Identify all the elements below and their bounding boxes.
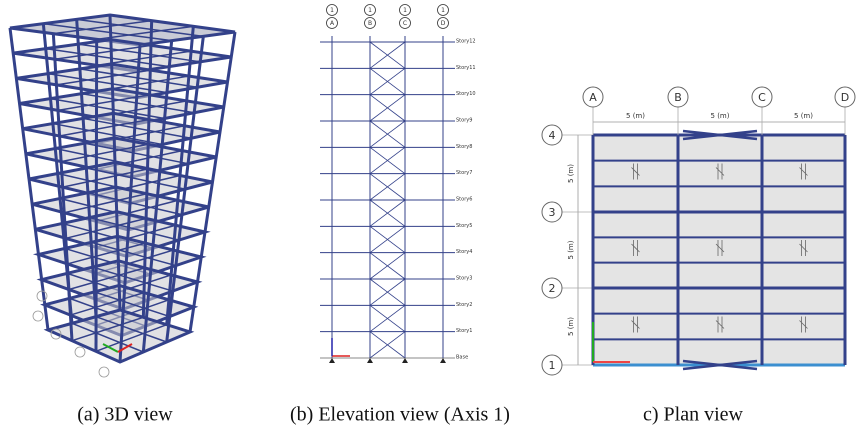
caption: c) Plan view	[643, 404, 744, 426]
column-label: D	[841, 91, 849, 104]
support	[367, 358, 373, 363]
3d-view	[10, 15, 235, 377]
row-label: 4	[549, 129, 556, 142]
story-label: Story9	[456, 118, 472, 124]
span-label: 5 (m)	[626, 112, 645, 120]
grid-label: D	[441, 20, 446, 27]
grid-label: 1	[368, 7, 372, 14]
story-label: Story10	[456, 91, 476, 97]
story-label: Story2	[456, 302, 472, 308]
column-label: A	[589, 91, 597, 104]
story-label: Story5	[456, 223, 472, 229]
grid-bubble	[75, 347, 85, 357]
plan-view: 4 3 2 1 A B C D 5 (m) 5 (m) 5 (m) 5 (m) 5 (m) 5 (m)	[542, 87, 855, 375]
grid-label: 1	[441, 7, 445, 14]
column-label: C	[758, 91, 766, 104]
grid-bubble	[99, 367, 109, 377]
bay-label: 5 (m)	[567, 164, 575, 183]
story-label: Story11	[456, 65, 476, 71]
page: Story12Story11Story10Story9Story8Story7S…	[0, 0, 865, 439]
row-label: 1	[549, 359, 556, 372]
elevation-view: Story12Story11Story10Story9Story8Story7S…	[320, 5, 476, 364]
bay-label: 5 (m)	[567, 317, 575, 336]
caption: (a) 3D view	[77, 404, 173, 426]
story-label: Story3	[456, 276, 472, 282]
story-label: Story6	[456, 197, 472, 203]
story-label: Story12	[456, 39, 476, 45]
span-label: 5 (m)	[794, 112, 813, 120]
slab	[593, 135, 845, 365]
story-label: Story8	[456, 144, 472, 150]
grid-label: B	[368, 20, 372, 27]
support	[329, 358, 335, 363]
column-label: B	[674, 91, 682, 104]
figure: Story12Story11Story10Story9Story8Story7S…	[0, 0, 865, 439]
bay-label: 5 (m)	[567, 240, 575, 259]
span-label: 5 (m)	[711, 112, 730, 120]
story-label: Story7	[456, 170, 472, 176]
grid-bubble	[33, 311, 43, 321]
story-label: Story4	[456, 249, 472, 255]
support	[402, 358, 408, 363]
row-label: 3	[549, 206, 556, 219]
grid-label: C	[403, 20, 407, 27]
grid-label: 1	[330, 7, 334, 14]
grid-label: 1	[403, 7, 407, 14]
row-label: 2	[549, 282, 556, 295]
caption: (b) Elevation view (Axis 1)	[290, 404, 510, 426]
support	[440, 358, 446, 363]
story-label: Story1	[456, 328, 472, 334]
story-label: Base	[456, 355, 468, 361]
